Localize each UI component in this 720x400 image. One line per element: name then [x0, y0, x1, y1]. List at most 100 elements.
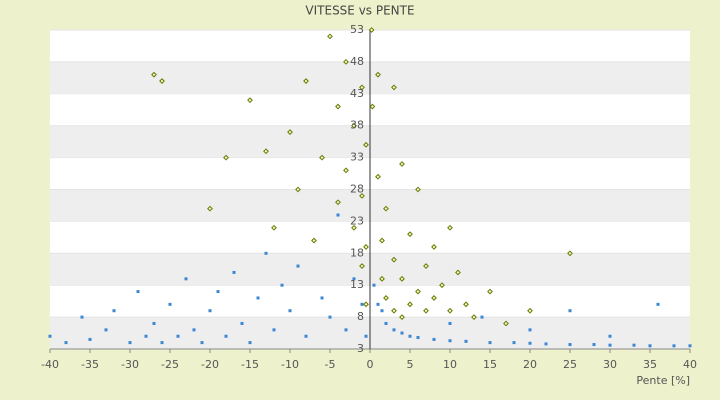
point: [369, 103, 376, 110]
point: [335, 103, 341, 110]
x-tick-label: 30: [603, 358, 617, 371]
point: [272, 328, 276, 332]
point: [327, 33, 333, 40]
point: [512, 341, 516, 345]
point: [399, 275, 405, 282]
x-tick-label: -25: [161, 358, 179, 371]
point: [487, 288, 493, 295]
point: [48, 334, 52, 338]
x-tick-label: 35: [643, 358, 657, 371]
point: [256, 296, 260, 300]
point: [423, 307, 429, 314]
point: [144, 334, 148, 338]
point: [416, 336, 420, 340]
point: [672, 344, 676, 348]
y-tick-label: 38: [350, 119, 364, 132]
point: [480, 315, 484, 319]
point: [656, 302, 660, 306]
x-tick-label: -40: [41, 358, 59, 371]
point: [528, 341, 532, 345]
point: [400, 331, 404, 335]
point: [224, 334, 228, 338]
y-tick-label: 33: [350, 151, 364, 164]
point: [352, 277, 356, 281]
x-tick-label: -10: [281, 358, 299, 371]
point: [64, 341, 68, 345]
y-tick-label: 13: [350, 278, 364, 291]
point: [408, 334, 412, 338]
point: [208, 309, 212, 313]
marks: [48, 27, 692, 348]
x-tick-label: -30: [121, 358, 139, 371]
x-axis-label: Pente [%]: [636, 374, 690, 387]
point: [304, 334, 308, 338]
point: [363, 301, 369, 308]
point: [447, 307, 453, 314]
point: [263, 148, 269, 155]
point: [567, 250, 573, 257]
y-tick-label: 23: [350, 214, 364, 227]
x-tick-label: -15: [241, 358, 259, 371]
point: [375, 173, 381, 180]
point: [351, 122, 357, 129]
x-tick-label: 20: [523, 358, 537, 371]
point: [311, 237, 317, 244]
y-tick-label: 53: [350, 23, 364, 36]
point: [391, 84, 397, 91]
point: [363, 244, 369, 250]
point: [431, 295, 437, 301]
point: [247, 97, 253, 104]
point: [151, 71, 157, 78]
point: [407, 301, 413, 308]
point: [399, 161, 405, 167]
point: [688, 344, 692, 348]
point: [432, 337, 436, 341]
point: [136, 290, 140, 294]
point: [384, 321, 388, 325]
point: [152, 321, 156, 325]
point: [159, 78, 165, 84]
point: [343, 167, 349, 174]
point: [248, 341, 252, 345]
point: [359, 84, 365, 91]
point: [568, 343, 572, 347]
point: [359, 263, 365, 269]
point: [447, 224, 453, 231]
x-tick-label: 5: [407, 358, 414, 371]
point: [207, 205, 213, 212]
point: [380, 309, 384, 313]
point: [112, 309, 116, 313]
point: [391, 307, 397, 314]
point: [372, 283, 376, 287]
point: [391, 256, 397, 263]
point: [288, 309, 292, 313]
point: [303, 78, 309, 84]
point: [431, 244, 437, 250]
point: [168, 302, 172, 306]
point: [80, 315, 84, 319]
point: [359, 192, 365, 199]
point: [608, 334, 612, 338]
point: [184, 277, 188, 281]
x-tick-label: 10: [443, 358, 457, 371]
point: [379, 275, 385, 282]
point: [335, 199, 341, 206]
point: [344, 328, 348, 332]
point: [216, 290, 220, 294]
point: [296, 264, 300, 268]
point: [176, 334, 180, 338]
x-tick-label: 0: [367, 358, 374, 371]
y-tick-label: 48: [350, 55, 364, 68]
point: [328, 315, 332, 319]
point: [471, 314, 477, 321]
point: [336, 213, 340, 217]
point: [351, 224, 357, 231]
point: [464, 339, 468, 343]
point: [503, 320, 509, 327]
point: [608, 343, 612, 347]
y-tick-label: 8: [357, 310, 364, 323]
point: [271, 224, 277, 231]
point: [363, 141, 369, 148]
